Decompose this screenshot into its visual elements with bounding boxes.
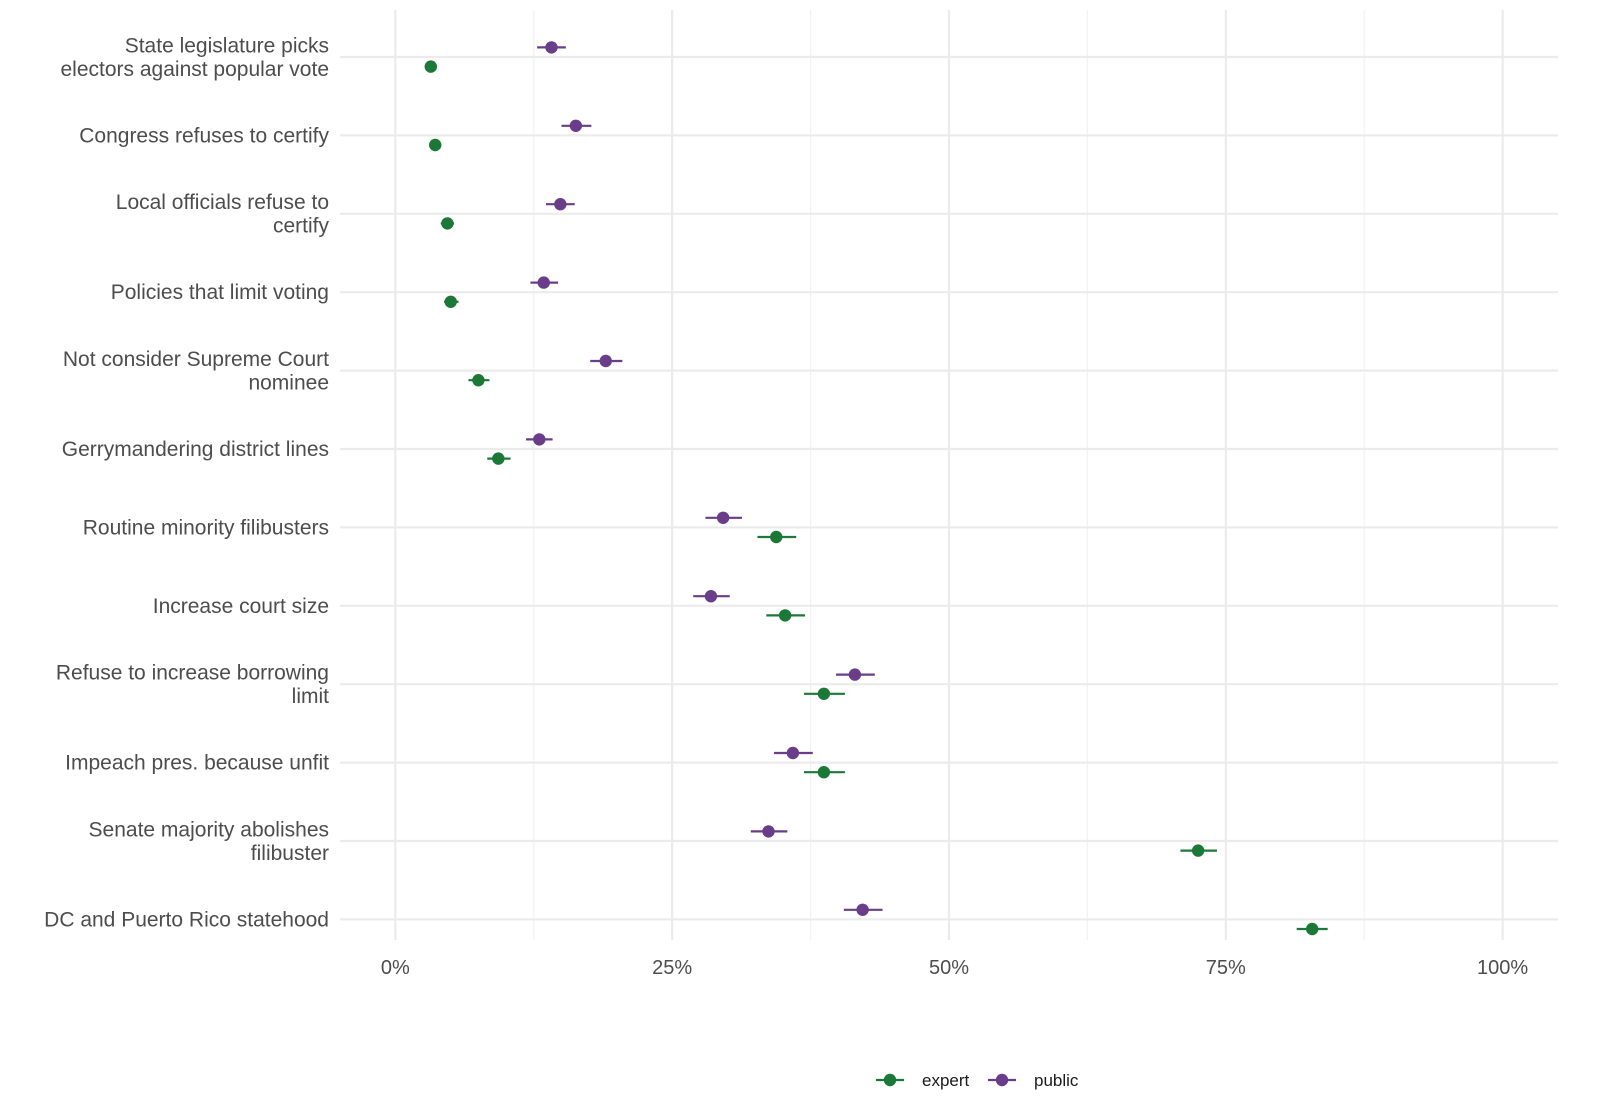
category-label: DC and Puerto Rico statehood (44, 908, 329, 931)
category-label-line: Policies that limit voting (111, 281, 329, 304)
category-label-line: limit (292, 685, 329, 708)
category-label: Not consider Supreme Court nominee (63, 348, 329, 395)
category-labels: State legislature picks electors against … (44, 34, 329, 931)
data-point (1191, 844, 1205, 857)
category-label-line: State legislature picks (125, 34, 329, 57)
legend-key-point (995, 1073, 1009, 1087)
data-point (704, 590, 718, 603)
data-point (554, 198, 567, 211)
data-point (472, 374, 485, 387)
data-point (1305, 922, 1319, 936)
category-label-line: electors against popular vote (61, 58, 330, 81)
data-point (599, 354, 612, 368)
category-label-line: Congress refuses to certify (79, 124, 329, 147)
data-point (716, 511, 730, 524)
data-point (778, 609, 792, 622)
data-point (856, 903, 869, 916)
category-label-line: Increase court size (153, 595, 329, 618)
category-label: Gerrymandering district lines (62, 438, 329, 461)
data-point (492, 452, 505, 465)
category-label-line: DC and Puerto Rico statehood (44, 908, 329, 931)
category-label: Local officials refuse to certify (116, 191, 330, 238)
data-point (817, 766, 831, 779)
data-point (770, 530, 783, 544)
x-tick-label: 100% (1477, 957, 1528, 979)
data-point (786, 746, 800, 760)
data-series (424, 41, 1328, 936)
category-label-line: Routine minority filibusters (83, 516, 329, 539)
category-label-line: certify (273, 215, 330, 238)
data-point (533, 433, 546, 446)
category-label: Refuse to increase borrowing limit (56, 661, 329, 708)
category-label-line: Local officials refuse to (116, 191, 329, 214)
x-axis-tick-labels: 0% 25% 50% 75% 100% (381, 957, 1529, 979)
category-label: Senate majority abolishes filibuster (89, 818, 329, 865)
category-label-line: Gerrymandering district lines (62, 438, 329, 461)
data-point (444, 295, 457, 308)
x-tick-label: 0% (381, 957, 410, 979)
data-point (424, 60, 437, 73)
data-point (569, 119, 583, 132)
category-label-line: filibuster (251, 842, 329, 865)
x-tick-label: 50% (929, 957, 969, 979)
x-tick-label: 75% (1206, 957, 1246, 979)
category-label: Increase court size (153, 595, 329, 618)
category-label-line: nominee (248, 371, 329, 394)
category-label: Routine minority filibusters (83, 516, 329, 539)
category-label-line: Refuse to increase borrowing (56, 661, 329, 684)
category-label: Congress refuses to certify (79, 124, 329, 147)
legend-label: public (1034, 1071, 1079, 1090)
category-label: State legislature picks electors against … (61, 34, 330, 81)
series-public (526, 41, 883, 916)
data-point (537, 276, 550, 289)
x-tick-label: 25% (652, 957, 692, 979)
data-point (762, 825, 775, 838)
data-point (545, 41, 558, 54)
grid-lines (340, 10, 1558, 940)
category-label: Impeach pres. because unfit (65, 752, 329, 775)
legend-key-point (883, 1073, 897, 1087)
data-point (817, 687, 831, 700)
category-label-line: Impeach pres. because unfit (65, 752, 329, 775)
legend-item-expert: expert (876, 1071, 970, 1090)
data-point (429, 138, 442, 152)
data-point (441, 217, 454, 230)
legend: expert public (876, 1071, 1079, 1090)
category-label-line: Not consider Supreme Court (63, 348, 329, 371)
data-point (848, 668, 862, 681)
legend-item-public: public (988, 1071, 1079, 1090)
category-label-line: Senate majority abolishes (89, 818, 329, 841)
legend-label: expert (922, 1071, 970, 1090)
category-label: Policies that limit voting (111, 281, 329, 304)
series-expert (424, 60, 1328, 936)
